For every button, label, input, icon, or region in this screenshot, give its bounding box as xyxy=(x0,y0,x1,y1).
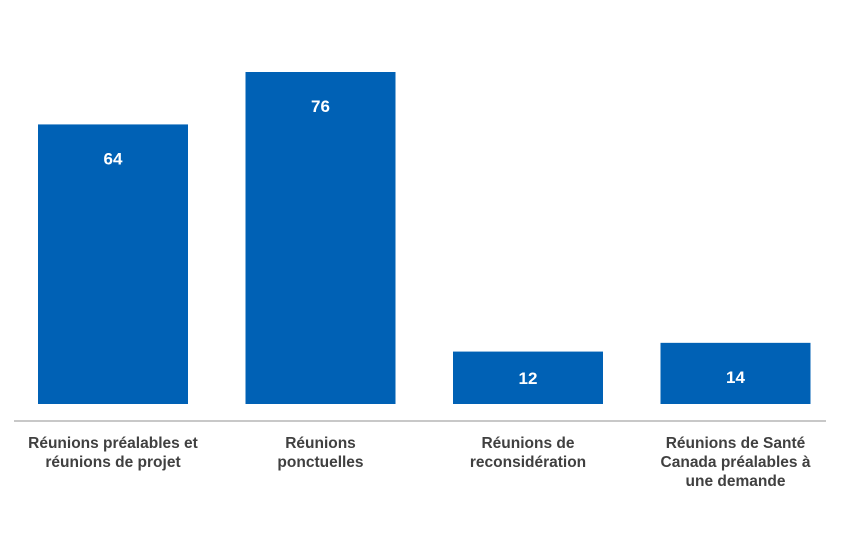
category-label-1: Réunions préalables et réunions de projet xyxy=(28,435,198,471)
category-label-2: Réunions ponctuelles xyxy=(277,435,363,471)
bar-1 xyxy=(38,124,188,404)
bar-2 xyxy=(245,72,396,404)
data-labels-group: 64 76 12 14 xyxy=(104,97,746,388)
category-label-3: Réunions de reconsidération xyxy=(470,435,586,471)
data-label-3: 12 xyxy=(519,369,538,388)
bar-4 xyxy=(660,342,811,404)
data-label-1: 64 xyxy=(104,149,123,168)
data-label-4: 14 xyxy=(726,368,745,387)
bars-group xyxy=(38,72,811,404)
category-labels-group: Réunions préalables et réunions de projet… xyxy=(28,435,811,490)
bar-3 xyxy=(453,351,603,404)
category-label-4: Réunions de Santé Canada préalables à une … xyxy=(661,435,811,490)
data-label-2: 76 xyxy=(311,97,330,116)
